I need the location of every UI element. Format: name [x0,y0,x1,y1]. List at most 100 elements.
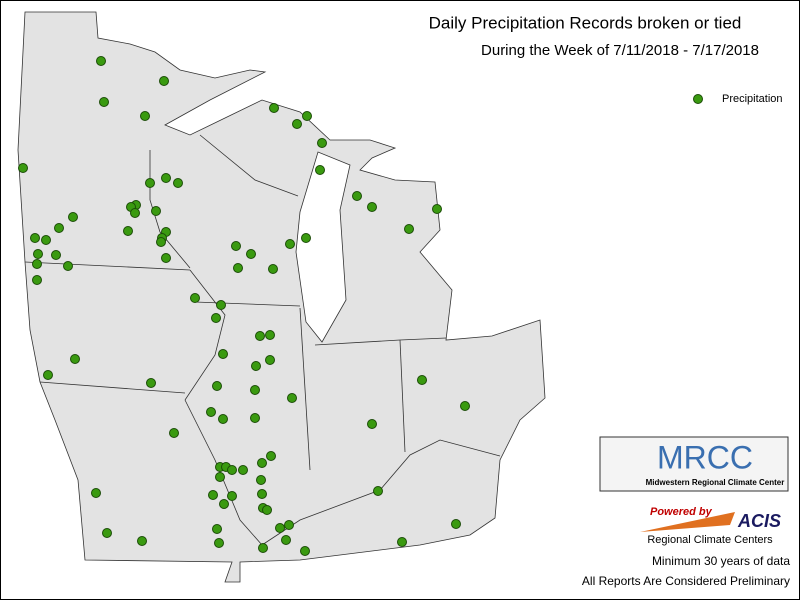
note: Minimum 30 years of data [652,554,790,568]
record-dot [287,393,297,403]
border [39,381,186,394]
acis: ACIS [737,511,781,531]
record-dot [251,361,261,371]
record-dot [268,264,278,274]
record-dot [215,472,225,482]
record-dot [208,490,218,500]
rcc: Regional Climate Centers [647,534,773,546]
record-dot [451,519,461,529]
record-dot [211,313,221,323]
record-dot [246,249,256,259]
record-dot [137,536,147,546]
record-dot [96,56,106,66]
record-dot [30,233,40,243]
record-dot [18,163,28,173]
record-dot [238,465,248,475]
record-dot [265,355,275,365]
record-dot [63,261,73,271]
record-dot [257,458,267,468]
record-dot [51,250,61,260]
record-dot [218,414,228,424]
record-dot [218,349,228,359]
record-dot [397,537,407,547]
record-dot [404,224,414,234]
record-dot [140,111,150,121]
record-dot [284,520,294,530]
record-dot [91,488,101,498]
record-dot [33,249,43,259]
logo-name: Midwestern Regional Climate Center [646,478,785,487]
mrcc-logo: MRCC Midwestern Regional Climate Center [599,436,789,492]
record-dot [265,330,275,340]
border [184,399,263,546]
record-dot [250,385,260,395]
record-dot [317,138,327,148]
border [149,150,191,269]
record-dot [102,528,112,538]
record-dot [269,103,279,113]
record-dot [32,275,42,285]
record-dot [206,407,216,417]
border [194,301,301,307]
record-dot [212,524,222,534]
record-dot [151,206,161,216]
record-dot [262,505,272,515]
record-dot [275,523,285,533]
record-dot [367,419,377,429]
logo-box [599,436,789,492]
border [24,261,191,271]
border [314,337,447,346]
acis-logo: Powered by ACIS Regional Climate Centers [640,506,781,546]
record-dot [123,226,133,236]
record-dot [258,543,268,553]
record-dot [190,293,200,303]
record-dot [281,535,291,545]
record-dot [99,97,109,107]
record-dot [227,465,237,475]
record-dot [214,538,224,548]
record-dot [460,401,470,411]
acis-swoosh [640,512,735,532]
record-dot [266,451,276,461]
record-dot [169,428,179,438]
record-dot [256,475,266,485]
record-dots [18,56,470,556]
logo-text: MRCC [657,439,753,475]
record-dot [315,165,325,175]
record-dot [231,241,241,251]
record-dot [255,331,265,341]
subtitle: During the Week of 7/11/2018 - 7/17/2018 [481,42,759,59]
record-dot [367,202,377,212]
record-dot [302,111,312,121]
border [184,269,226,401]
record-dot [156,237,166,247]
record-dot [216,300,226,310]
record-dot [292,119,302,129]
border [199,134,299,197]
record-dot [161,253,171,263]
record-dot [145,178,155,188]
state-borders [24,134,501,546]
record-dot [41,235,51,245]
record-dot [233,263,243,273]
record-dot [373,486,383,496]
powered-by: Powered by [650,506,713,518]
record-dot [146,378,156,388]
record-dot [352,191,362,201]
lake-michigan [295,151,351,343]
legend-dot [693,94,703,104]
border [399,339,406,453]
record-dot [285,239,295,249]
record-dot [212,381,222,391]
record-dot [250,413,260,423]
record-dot [68,212,78,222]
record-dot [300,546,310,556]
record-dot [54,223,64,233]
record-dot [257,489,267,499]
record-dot [227,491,237,501]
record-dot [417,375,427,385]
record-dot [130,208,140,218]
record-dot [219,499,229,509]
